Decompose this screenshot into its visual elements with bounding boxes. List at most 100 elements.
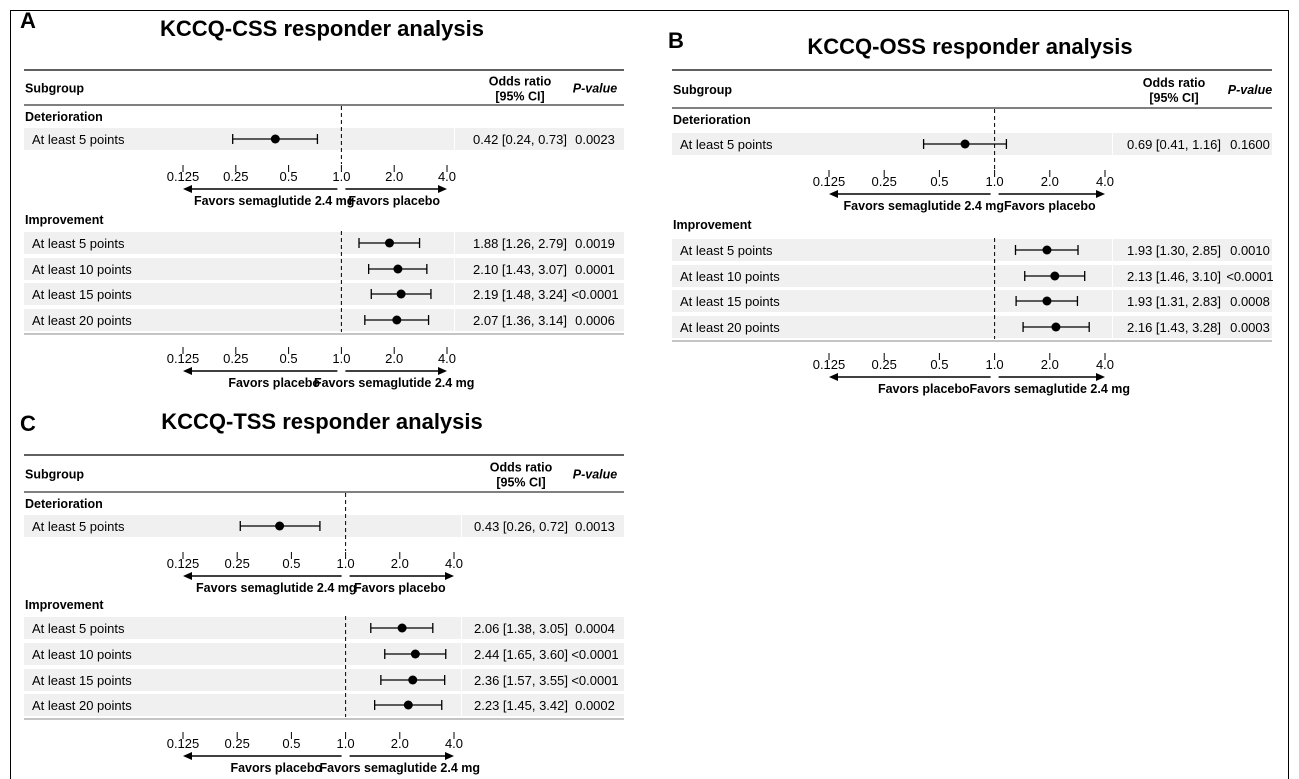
section-improvement-label: Improvement: [25, 213, 104, 227]
panel-letter: C: [20, 411, 36, 436]
row-label: At least 5 points: [680, 137, 773, 152]
panel-letter: A: [20, 8, 36, 33]
row-divider: [1112, 316, 1113, 338]
odds-ratio-point: [960, 139, 970, 149]
favors-left-label: Favors placebo: [878, 382, 970, 396]
row-divider: [454, 309, 455, 331]
p-value: 0.0008: [1230, 294, 1270, 309]
axis-tick-label: 1.0: [337, 736, 355, 751]
favors-left-label: Favors placebo: [228, 376, 320, 390]
axis-tick-label: 0.25: [223, 169, 248, 184]
header-ci: [95% CI]: [495, 90, 544, 104]
odds-ratio-ci-value: 0.43 [0.26, 0.72]: [474, 519, 568, 534]
panel-b-forest-plot: B KCCQ-OSS responder analysis Subgroup Odds…: [668, 28, 1274, 396]
axis-tick-label: 1.0: [986, 174, 1004, 189]
table-row-band: [672, 265, 1272, 287]
arrowhead-right-icon: [1096, 373, 1105, 381]
row-label: At least 15 points: [32, 673, 132, 688]
row-divider: [461, 617, 462, 639]
p-value: <0.0001: [571, 287, 618, 302]
arrowhead-right-icon: [438, 367, 447, 375]
axis-tick-label: 4.0: [1096, 174, 1114, 189]
favors-right-label: Favors semaglutide 2.4 mg: [320, 761, 480, 775]
odds-ratio-point: [392, 315, 402, 325]
axis-tick-label: 4.0: [445, 556, 463, 571]
axis-tick-label: 4.0: [438, 169, 456, 184]
figure-frame: [10, 10, 1289, 779]
row-divider: [454, 283, 455, 305]
axis-tick-label: 0.125: [167, 736, 200, 751]
axis-tick-label: 0.5: [282, 736, 300, 751]
panel-title: KCCQ-TSS responder analysis: [161, 409, 483, 434]
table-row-band: [672, 290, 1272, 312]
header-odds-ratio: Odds ratio: [1143, 76, 1206, 90]
row-divider: [461, 643, 462, 665]
odds-ratio-ci-value: 0.69 [0.41, 1.16]: [1127, 137, 1221, 152]
axis-tick-label: 4.0: [1096, 357, 1114, 372]
table-row-band: [24, 515, 624, 537]
arrowhead-right-icon: [445, 572, 454, 580]
odds-ratio-point: [403, 700, 413, 710]
favors-right-label: Favors placebo: [354, 581, 446, 595]
p-value: <0.0001: [571, 647, 618, 662]
axis-tick-label: 2.0: [385, 351, 403, 366]
axis-tick-label: 2.0: [391, 736, 409, 751]
table-row-band: [672, 239, 1272, 261]
panel-letter: B: [668, 28, 684, 53]
row-label: At least 15 points: [32, 287, 132, 302]
table-row-band: [672, 316, 1272, 338]
table-row-band: [24, 309, 624, 331]
odds-ratio-ci-value: 2.36 [1.57, 3.55]: [474, 673, 568, 688]
axis-tick-label: 0.5: [282, 556, 300, 571]
axis-tick-label: 2.0: [385, 169, 403, 184]
header-p-value: P-value: [1228, 83, 1273, 97]
panel-c-forest-plot: C KCCQ-TSS responder analysis Subgroup Odds…: [20, 409, 624, 775]
p-value: 0.0003: [1230, 320, 1270, 335]
odds-ratio-ci-value: 2.07 [1.36, 3.14]: [473, 313, 567, 328]
row-label: At least 20 points: [32, 313, 132, 328]
section-deterioration-label: Deterioration: [25, 497, 103, 511]
p-value: <0.0001: [571, 673, 618, 688]
odds-ratio-ci-value: 2.44 [1.65, 3.60]: [474, 647, 568, 662]
odds-ratio-point: [1050, 271, 1060, 281]
row-label: At least 5 points: [32, 621, 125, 636]
header-odds-ratio: Odds ratio: [490, 461, 553, 475]
axis-tick-label: 1.0: [332, 351, 350, 366]
odds-ratio-ci-value: 1.88 [1.26, 2.79]: [473, 236, 567, 251]
row-label: At least 10 points: [32, 647, 132, 662]
row-label: At least 5 points: [680, 243, 773, 258]
axis-tick-label: 0.25: [872, 174, 897, 189]
favors-left-label: Favors semaglutide 2.4 mg: [844, 199, 1004, 213]
arrowhead-left-icon: [829, 373, 838, 381]
arrowhead-right-icon: [445, 752, 454, 760]
axis-tick-label: 0.25: [223, 351, 248, 366]
favors-left-label: Favors semaglutide 2.4 mg: [196, 581, 356, 595]
favors-left-label: Favors semaglutide 2.4 mg: [194, 194, 354, 208]
row-divider: [1112, 239, 1113, 261]
odds-ratio-point: [408, 675, 418, 685]
arrowhead-right-icon: [1096, 190, 1105, 198]
header-subgroup: Subgroup: [673, 83, 732, 97]
section-deterioration-label: Deterioration: [25, 110, 103, 124]
section-deterioration-label: Deterioration: [673, 113, 751, 127]
row-label: At least 20 points: [32, 698, 132, 713]
p-value: 0.0010: [1230, 243, 1270, 258]
arrowhead-left-icon: [829, 190, 838, 198]
row-label: At least 20 points: [680, 320, 780, 335]
odds-ratio-ci-value: 2.06 [1.38, 3.05]: [474, 621, 568, 636]
table-row-band: [24, 617, 624, 639]
table-row-band: [24, 128, 624, 150]
row-divider: [454, 128, 455, 150]
odds-ratio-ci-value: 2.10 [1.43, 3.07]: [473, 262, 567, 277]
row-divider: [1112, 265, 1113, 287]
arrowhead-left-icon: [183, 367, 192, 375]
row-divider: [1112, 290, 1113, 312]
header-ci: [95% CI]: [496, 476, 545, 490]
p-value: 0.1600: [1230, 137, 1270, 152]
header-ci: [95% CI]: [1149, 91, 1198, 105]
arrowhead-right-icon: [438, 185, 447, 193]
panel-title: KCCQ-CSS responder analysis: [160, 16, 484, 41]
header-subgroup: Subgroup: [25, 468, 84, 482]
favors-right-label: Favors placebo: [1004, 199, 1096, 213]
p-value: 0.0004: [575, 621, 615, 636]
